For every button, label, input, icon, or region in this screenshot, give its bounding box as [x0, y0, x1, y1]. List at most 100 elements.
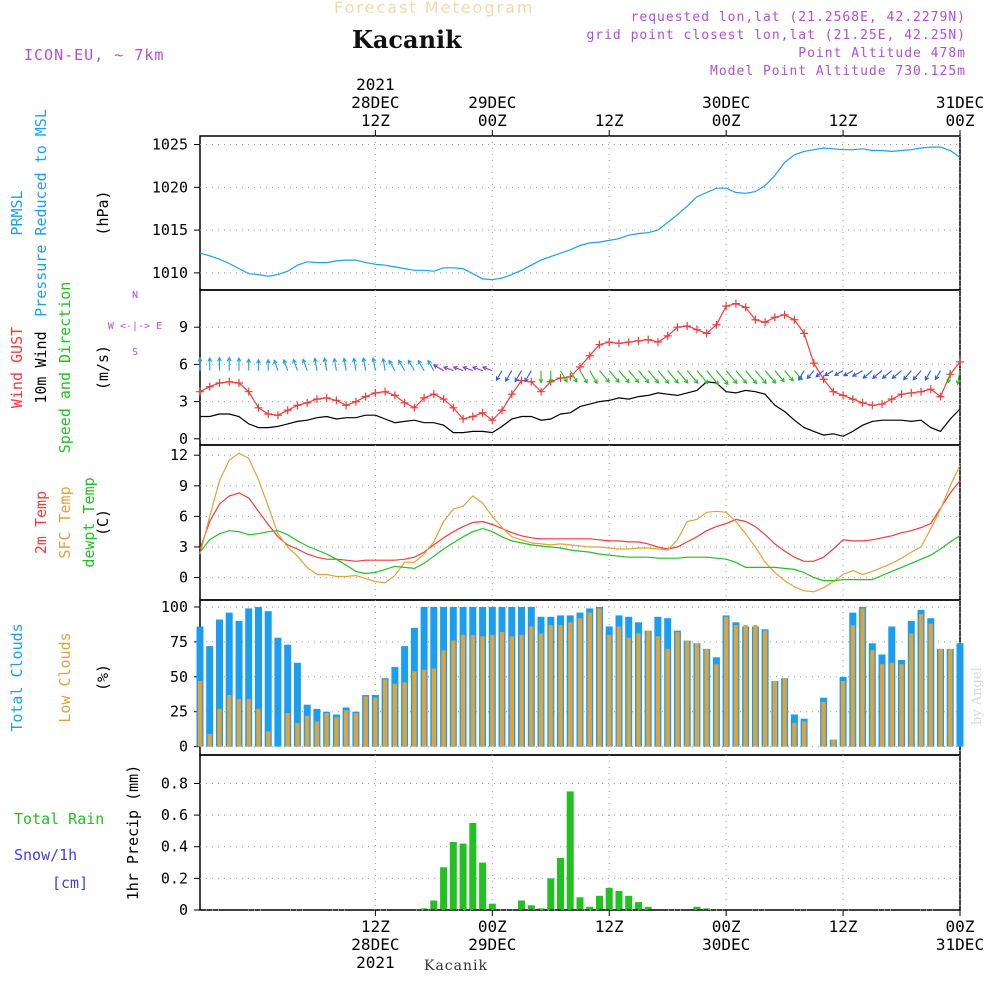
- panel-frame: [199, 754, 961, 911]
- wind-arrow: [332, 357, 338, 371]
- bar-low-clouds: [441, 650, 446, 747]
- gust-marker: [907, 388, 916, 397]
- bar-low-clouds: [538, 633, 544, 747]
- wind-arrow: [381, 357, 386, 371]
- bar-low-clouds: [860, 608, 865, 747]
- top-time-label: 29DEC: [468, 93, 516, 112]
- top-time-label: 00Z: [478, 111, 507, 130]
- gust-marker: [956, 357, 964, 366]
- bar-low-clouds: [392, 683, 397, 747]
- bar-total-rain: [518, 900, 525, 910]
- bar-low-clouds: [519, 634, 524, 747]
- wind-arrow: [462, 365, 474, 372]
- gust-marker: [196, 387, 204, 396]
- bar-low-clouds: [236, 699, 242, 747]
- gust-marker: [264, 410, 273, 418]
- top-time-label: 12Z: [595, 111, 624, 130]
- gust-marker: [653, 338, 662, 347]
- gust-marker: [605, 338, 614, 347]
- gust-marker: [244, 387, 253, 396]
- wind-arrow: [608, 370, 620, 384]
- wind-arrow: [618, 370, 630, 384]
- bar-low-clouds: [694, 643, 700, 747]
- bottom-time-label: 12Z: [595, 917, 624, 936]
- bar-total-rain: [635, 902, 642, 910]
- wind-arrow: [934, 370, 941, 381]
- bar-total-rain: [576, 897, 584, 910]
- gust-marker: [273, 411, 282, 420]
- panel-pressure: 1010 1015 1020 1025 (hPa) PRMSL Pressure Reduc…: [8, 109, 961, 317]
- bar-low-clouds: [344, 710, 349, 747]
- wind-arrow: [312, 357, 318, 371]
- wind-arrow: [265, 358, 271, 371]
- wind-arrow: [871, 370, 883, 380]
- bar-total-rain: [566, 791, 574, 910]
- gust-marker: [507, 390, 516, 399]
- gust-marker: [644, 335, 653, 344]
- bar-low-clouds: [460, 634, 466, 747]
- wind-arrow: [371, 356, 377, 371]
- bar-total-rain: [449, 842, 457, 910]
- bar-low-clouds: [626, 637, 631, 747]
- wind-arrow: [197, 356, 203, 371]
- bar-low-clouds: [314, 721, 320, 747]
- gust-marker: [488, 416, 497, 425]
- side-label-1: 2m Temp: [32, 491, 50, 554]
- wind-arrow: [823, 370, 834, 377]
- bar-low-clouds: [597, 608, 602, 747]
- top-time-label: 00Z: [712, 111, 741, 130]
- bar-total-rain: [537, 908, 545, 910]
- top-time-label: 12Z: [829, 111, 858, 130]
- side-label-1: Total Clouds: [8, 623, 26, 731]
- bar-total-clouds: [216, 619, 223, 747]
- wind-arrow: [427, 359, 435, 371]
- gust-marker: [741, 303, 750, 312]
- wind-arrow: [589, 370, 598, 385]
- top-time-label: 12Z: [361, 111, 390, 130]
- wind-arrow: [538, 370, 544, 384]
- wind-arrow: [946, 370, 952, 384]
- credit-watermark: by Angel: [970, 667, 985, 725]
- bar-low-clouds: [616, 626, 622, 747]
- gust-marker: [215, 379, 224, 387]
- bar-low-clouds: [373, 697, 378, 747]
- gust-marker: [429, 390, 438, 399]
- bar-low-clouds: [568, 622, 573, 747]
- y-tick-label: 9: [179, 318, 188, 336]
- wind-arrow: [495, 370, 503, 382]
- bar-low-clouds: [451, 640, 456, 747]
- bar-low-clouds: [607, 634, 612, 747]
- bar-low-clouds: [802, 721, 807, 747]
- bar-total-rain: [586, 906, 594, 910]
- wind-arrow: [322, 357, 328, 371]
- wind-arrow: [902, 370, 912, 381]
- y-tick-label: 0: [179, 901, 188, 919]
- bar-low-clouds: [724, 616, 729, 747]
- gust-marker: [692, 325, 701, 334]
- bar-total-clouds: [956, 643, 964, 747]
- bar-low-clouds: [470, 634, 475, 747]
- bar-low-clouds: [402, 682, 407, 747]
- bar-low-clouds: [295, 722, 300, 747]
- wind-arrow: [514, 370, 523, 383]
- side-label-1: Total Rain: [14, 810, 104, 828]
- bar-total-rain: [459, 843, 467, 910]
- gust-marker: [303, 398, 312, 407]
- bar-low-clouds: [636, 633, 641, 747]
- panel-frame: [199, 444, 961, 601]
- bar-low-clouds: [655, 636, 661, 747]
- bar-low-clouds: [918, 614, 924, 747]
- wind-arrow: [735, 370, 748, 385]
- y-tick-label: 6: [179, 507, 188, 525]
- bar-low-clouds: [548, 625, 553, 747]
- y-tick-label: 1025: [152, 136, 188, 154]
- y-tick-label: 3: [179, 393, 188, 411]
- wind-arrow: [524, 370, 532, 383]
- bar-low-clouds: [685, 640, 690, 747]
- wind-arrow: [282, 358, 289, 371]
- bar-low-clouds: [909, 633, 914, 747]
- bar-low-clouds: [363, 696, 368, 747]
- wind-arrow: [217, 356, 222, 371]
- gust-marker: [624, 338, 633, 347]
- gust-marker: [761, 318, 770, 327]
